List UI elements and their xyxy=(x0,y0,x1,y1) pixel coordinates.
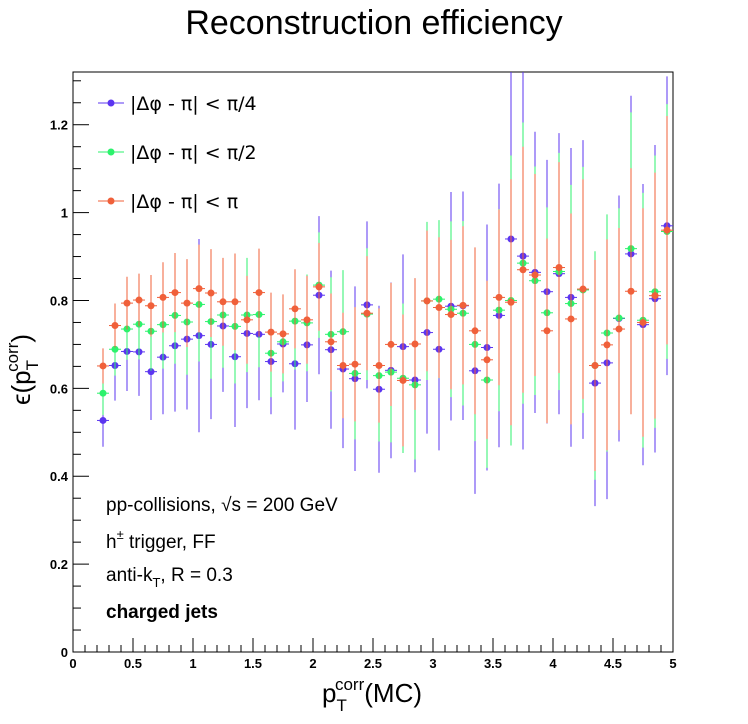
data-point xyxy=(663,226,671,234)
data-point xyxy=(279,330,287,338)
chart-title: Reconstruction efficiency xyxy=(185,4,562,42)
data-point xyxy=(483,356,491,364)
data-point xyxy=(351,360,359,368)
data-point xyxy=(555,264,563,272)
annotation-collision-system: pp-collisions, √s = 200 GeV xyxy=(106,495,338,516)
data-point xyxy=(375,362,383,370)
x-tick-label: 2 xyxy=(309,656,316,671)
data-point xyxy=(195,285,203,293)
y-tick-label: 0.4 xyxy=(50,469,69,484)
data-point xyxy=(171,289,179,297)
data-point xyxy=(363,309,371,317)
data-point xyxy=(567,315,575,323)
y-tick-label: 1.2 xyxy=(50,118,68,133)
legend-label: |Δφ - π| < π/4 xyxy=(130,93,257,115)
legend-entry-3: |Δφ - π| < π xyxy=(98,191,238,213)
annotation-jet-type: charged jets xyxy=(106,602,218,623)
data-point xyxy=(471,327,479,335)
annotation-trigger: h± trigger, FF xyxy=(106,527,216,553)
data-point xyxy=(243,316,251,324)
data-point xyxy=(639,318,647,326)
x-tick-label: 0.5 xyxy=(124,656,142,671)
data-point xyxy=(579,285,587,293)
data-point xyxy=(339,362,347,370)
data-point xyxy=(603,341,611,349)
legend-swatch-marker xyxy=(107,148,115,156)
data-point xyxy=(303,316,311,324)
data-point xyxy=(627,287,635,295)
data-point xyxy=(591,362,599,370)
data-point xyxy=(111,322,119,330)
data-point xyxy=(291,305,299,313)
data-point xyxy=(507,298,515,306)
legend-label: |Δφ - π| < π/2 xyxy=(130,142,257,164)
y-tick-label: 0 xyxy=(61,645,68,660)
x-tick-label: 3.5 xyxy=(484,656,502,671)
y-tick-label: 0.6 xyxy=(50,381,68,396)
data-point xyxy=(327,338,335,346)
x-axis-ticks: 0 0.5 1 1.5 2 2.5 3 3.5 4 4.5 5 xyxy=(69,638,677,671)
x-tick-label: 4 xyxy=(549,656,557,671)
x-tick-label: 1 xyxy=(189,656,196,671)
data-point xyxy=(615,325,623,333)
data-point xyxy=(183,299,191,307)
data-point xyxy=(387,340,395,348)
data-point xyxy=(411,340,419,348)
data-point xyxy=(99,416,107,424)
data-point xyxy=(543,327,551,335)
x-axis-label: pTcorr(MC) xyxy=(322,675,422,715)
data-point xyxy=(219,298,227,306)
data-point xyxy=(99,389,107,397)
annotation-jet-algorithm: anti-kT, R = 0.3 xyxy=(106,565,233,590)
data-point xyxy=(459,301,467,309)
data-points xyxy=(97,72,673,507)
y-tick-label: 0.2 xyxy=(50,557,68,572)
data-point xyxy=(519,266,527,274)
data-point xyxy=(531,271,539,279)
y-axis-ticks: 0 0.2 0.4 0.6 0.8 1 1.2 xyxy=(50,80,89,660)
data-point xyxy=(423,297,431,305)
data-point xyxy=(123,299,131,307)
data-point xyxy=(255,289,263,297)
legend: |Δφ - π| < π/4 |Δφ - π| < π/2 |Δφ - π| <… xyxy=(98,93,257,213)
data-point xyxy=(147,302,155,310)
legend-label: |Δφ - π| < π xyxy=(130,191,238,213)
data-point xyxy=(651,292,659,300)
x-tick-label: 0 xyxy=(69,656,76,671)
data-point xyxy=(99,362,107,370)
data-point xyxy=(111,345,119,353)
data-point xyxy=(135,296,143,304)
legend-swatch-marker xyxy=(107,99,115,107)
data-point xyxy=(231,298,239,306)
x-tick-label: 5 xyxy=(669,656,676,671)
series-3 xyxy=(97,115,673,471)
data-point xyxy=(159,293,167,301)
y-tick-label: 0.8 xyxy=(50,293,68,308)
annotations: pp-collisions, √s = 200 GeV h± trigger, … xyxy=(106,495,338,623)
y-axis-label: ϵ(pTcorr) xyxy=(3,334,42,405)
x-tick-label: 1.5 xyxy=(244,656,262,671)
data-point xyxy=(147,368,155,376)
x-tick-label: 4.5 xyxy=(604,656,622,671)
data-point xyxy=(399,376,407,384)
x-tick-label: 2.5 xyxy=(364,656,382,671)
x-tick-label: 3 xyxy=(429,656,436,671)
y-tick-label: 1 xyxy=(61,206,68,221)
data-point xyxy=(315,283,323,291)
data-point xyxy=(435,304,443,312)
data-point xyxy=(267,328,275,336)
data-point xyxy=(495,293,503,301)
legend-swatch-marker xyxy=(107,197,115,205)
data-point xyxy=(447,311,455,319)
legend-entry-2: |Δφ - π| < π/2 xyxy=(98,142,257,164)
legend-entry-1: |Δφ - π| < π/4 xyxy=(98,93,257,115)
data-point xyxy=(207,289,215,297)
